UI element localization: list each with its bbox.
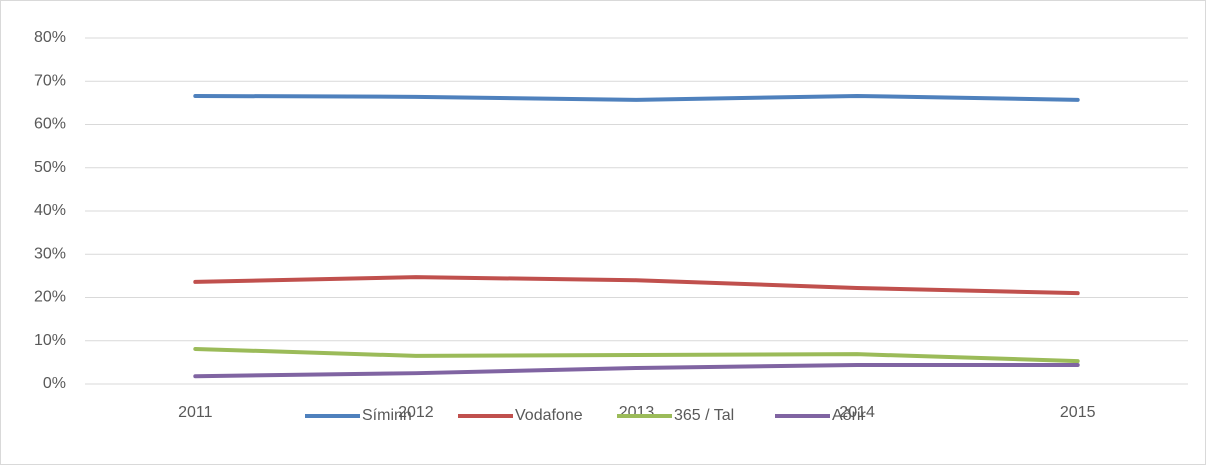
y-tick-label: 50%	[34, 159, 66, 176]
x-tick-label: 2011	[178, 404, 213, 421]
chart-frame	[0, 0, 1206, 465]
series-line	[193, 362, 1080, 379]
x-tick-label: 2012	[398, 404, 434, 421]
series-line	[193, 275, 1080, 296]
x-tick-label: 2014	[839, 404, 875, 421]
legend-label: Aðrir	[832, 407, 866, 424]
x-tick-label: 2015	[1060, 404, 1096, 421]
y-tick-label: 40%	[34, 202, 66, 219]
legend-label: 365 / Tal	[674, 407, 734, 424]
y-tick-label: 20%	[34, 289, 66, 306]
y-tick-label: 80%	[34, 29, 66, 46]
y-tick-label: 70%	[34, 72, 66, 89]
y-tick-label: 10%	[34, 332, 66, 349]
legend-label: Síminn	[362, 407, 412, 424]
y-tick-label: 30%	[34, 245, 66, 262]
x-tick-label: 2013	[619, 404, 655, 421]
y-tick-label: 0%	[43, 375, 66, 392]
series-line	[193, 93, 1080, 102]
y-tick-label: 60%	[34, 116, 66, 133]
legend-label: Vodafone	[515, 407, 583, 424]
series-line	[193, 346, 1080, 364]
